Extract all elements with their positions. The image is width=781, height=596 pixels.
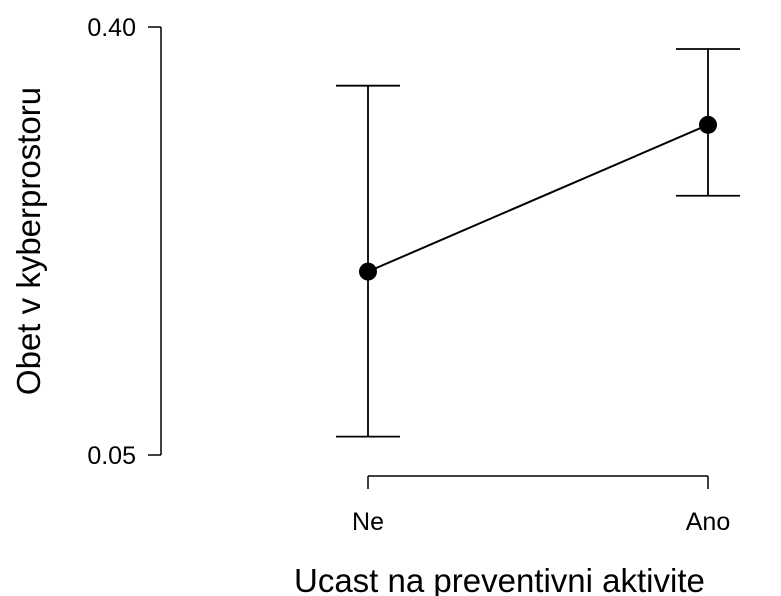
x-axis: Ne Ano [352,475,730,536]
series-marks [336,48,740,438]
x-tick-label: Ano [686,508,730,536]
series-line [367,123,709,273]
x-axis-title: Ucast na preventivni aktivite [294,562,705,596]
y-tick-label: 0.05 [87,442,136,470]
data-point [699,115,717,134]
y-axis-title: Obet v kyberprostoru [10,87,47,395]
y-axis: 0.05 0.40 [87,14,162,470]
x-tick-label: Ne [352,508,384,536]
y-tick-label: 0.40 [87,14,136,42]
data-point [359,262,377,281]
